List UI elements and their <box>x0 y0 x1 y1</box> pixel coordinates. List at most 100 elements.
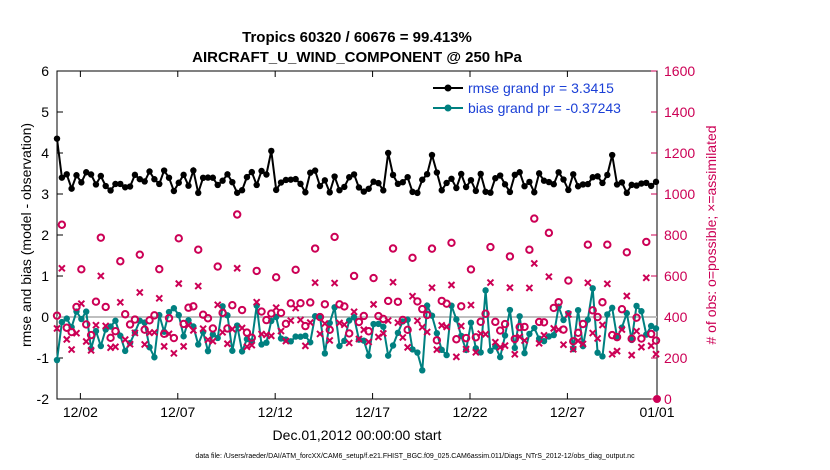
bias-point <box>214 334 221 342</box>
obs-possible-point <box>271 273 281 282</box>
obs-possible-point <box>637 334 646 343</box>
rmse-point <box>141 178 148 185</box>
bias-point <box>180 333 187 340</box>
obs-possible-point <box>481 309 490 318</box>
bias-point <box>496 353 504 361</box>
obs-assimilated-point <box>554 325 563 334</box>
obs-assimilated-point <box>486 278 495 287</box>
obs-possible-point <box>491 317 500 327</box>
x-tick-label: 12/07 <box>160 404 195 420</box>
obs-assimilated-point <box>525 284 534 292</box>
obs-assimilated-point <box>175 279 183 288</box>
x-tick-label: 12/17 <box>355 404 390 420</box>
obs-assimilated-point <box>296 316 305 324</box>
rmse-point <box>643 179 650 187</box>
rmse-point <box>414 189 421 197</box>
obs-assimilated-point <box>535 339 543 348</box>
obs-assimilated-point <box>155 294 163 303</box>
obs-possible-point <box>369 273 378 283</box>
obs-assimilated-point <box>53 324 61 333</box>
obs-possible-point <box>427 244 437 253</box>
obs-possible-point <box>627 334 636 343</box>
bias-point <box>535 335 543 342</box>
obs-possible-point <box>315 312 325 322</box>
rmse-point <box>516 169 523 176</box>
obs-possible-point <box>461 333 471 343</box>
obs-possible-point <box>505 252 515 261</box>
obs-possible-point <box>320 300 330 309</box>
obs-assimilated-point <box>291 304 300 312</box>
obs-assimilated-point <box>369 300 378 309</box>
rmse-point <box>574 183 582 190</box>
obs-assimilated-point <box>608 350 616 358</box>
y-tick-label-left: 4 <box>41 145 49 161</box>
obs-assimilated-point <box>136 288 144 297</box>
obs-possible-point <box>418 304 427 314</box>
rmse-point <box>311 167 319 174</box>
obs-possible-point <box>262 315 271 325</box>
x-tick-label: 12/27 <box>550 404 585 420</box>
obs-possible-point <box>130 315 140 324</box>
rmse-point <box>458 170 465 178</box>
rmse-point <box>531 189 538 196</box>
bias-point <box>336 342 343 350</box>
rmse-point <box>399 179 406 186</box>
obs-possible-point <box>583 240 593 249</box>
obs-possible-point <box>237 305 247 315</box>
obs-assimilated-point <box>199 324 207 333</box>
bias-point <box>58 318 66 326</box>
obs-possible-point <box>286 299 295 308</box>
rmse-point <box>272 186 280 194</box>
rmse-point <box>350 171 358 178</box>
obs-possible-point <box>403 325 412 335</box>
obs-possible-point <box>457 302 466 311</box>
obs-possible-point <box>476 317 485 326</box>
obs-possible-point <box>194 245 203 254</box>
bias-point <box>384 352 392 359</box>
rmse-point <box>423 170 431 178</box>
obs-assimilated-point <box>447 281 456 289</box>
legend-rmse-marker <box>444 84 452 92</box>
obs-assimilated-point <box>384 316 392 325</box>
bias-point <box>380 323 387 330</box>
obs-assimilated-point <box>540 331 548 340</box>
obs-possible-point <box>82 320 91 329</box>
obs-assimilated-point <box>623 292 631 300</box>
obs-assimilated-point <box>316 330 324 338</box>
obs-assimilated-point <box>647 342 655 350</box>
bias-point <box>594 349 601 356</box>
obs-assimilated-point <box>632 327 641 335</box>
rmse-point <box>555 169 562 176</box>
obs-possible-point <box>452 335 461 344</box>
x-axis-label: Dec.01,2012 00:00:00 start <box>273 427 442 443</box>
obs-assimilated-point <box>209 337 217 345</box>
obs-assimilated-point <box>326 336 334 345</box>
obs-possible-point <box>632 313 641 322</box>
obs-assimilated-point <box>101 322 110 330</box>
obs-assimilated-point <box>306 318 314 327</box>
bias-point <box>209 331 217 338</box>
bias-point <box>521 349 528 357</box>
bias-point <box>550 331 557 339</box>
obs-assimilated-point <box>627 351 636 359</box>
rmse-point <box>121 184 129 191</box>
bias-point <box>277 335 285 342</box>
obs-possible-point <box>539 318 549 327</box>
bias-point <box>506 306 514 314</box>
obs-assimilated-point <box>574 337 582 345</box>
rmse-point <box>238 187 246 194</box>
obs-possible-point <box>471 333 481 342</box>
bias-point <box>604 311 611 318</box>
obs-assimilated-point <box>58 264 66 273</box>
obs-possible-point <box>155 264 164 274</box>
bias-point <box>121 347 129 355</box>
obs-possible-point <box>101 302 110 312</box>
y-tick-label-right: 0 <box>664 391 672 407</box>
obs-assimilated-point <box>652 350 660 358</box>
obs-possible-point <box>145 316 154 325</box>
rmse-point <box>511 171 518 179</box>
obs-assimilated-point <box>457 322 465 330</box>
rmse-point <box>297 180 304 188</box>
bias-point <box>78 315 85 323</box>
rmse-point <box>540 177 548 184</box>
